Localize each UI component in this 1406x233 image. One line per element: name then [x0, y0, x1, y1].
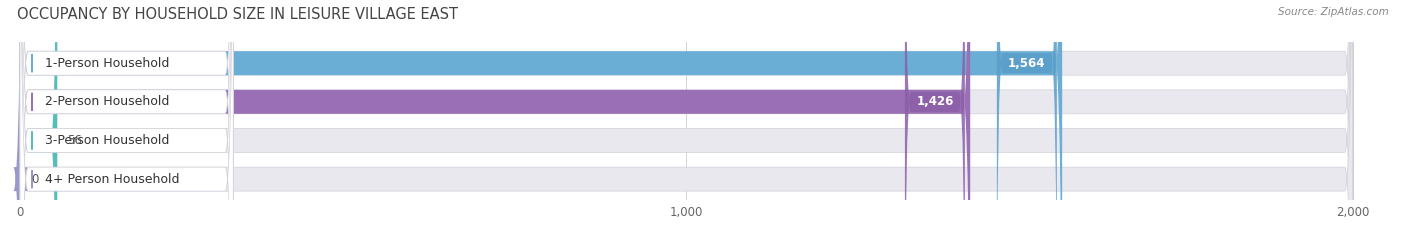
- Text: 0: 0: [31, 173, 39, 186]
- Text: 56: 56: [67, 134, 82, 147]
- Text: Source: ZipAtlas.com: Source: ZipAtlas.com: [1278, 7, 1389, 17]
- Text: 1,564: 1,564: [1008, 57, 1046, 70]
- FancyBboxPatch shape: [20, 0, 970, 233]
- FancyBboxPatch shape: [905, 0, 965, 233]
- Text: OCCUPANCY BY HOUSEHOLD SIZE IN LEISURE VILLAGE EAST: OCCUPANCY BY HOUSEHOLD SIZE IN LEISURE V…: [17, 7, 458, 22]
- FancyBboxPatch shape: [20, 0, 1353, 233]
- FancyBboxPatch shape: [20, 0, 58, 233]
- FancyBboxPatch shape: [20, 0, 233, 233]
- FancyBboxPatch shape: [20, 0, 233, 233]
- Text: 1-Person Household: 1-Person Household: [45, 57, 170, 70]
- FancyBboxPatch shape: [20, 0, 1353, 233]
- FancyBboxPatch shape: [997, 0, 1057, 233]
- FancyBboxPatch shape: [20, 0, 1353, 233]
- FancyBboxPatch shape: [13, 0, 28, 233]
- FancyBboxPatch shape: [20, 0, 233, 233]
- Text: 1,426: 1,426: [917, 95, 953, 108]
- FancyBboxPatch shape: [20, 0, 1062, 233]
- FancyBboxPatch shape: [20, 0, 1353, 233]
- FancyBboxPatch shape: [20, 0, 233, 233]
- Text: 2-Person Household: 2-Person Household: [45, 95, 170, 108]
- Text: 4+ Person Household: 4+ Person Household: [45, 173, 180, 186]
- Text: 3-Person Household: 3-Person Household: [45, 134, 170, 147]
